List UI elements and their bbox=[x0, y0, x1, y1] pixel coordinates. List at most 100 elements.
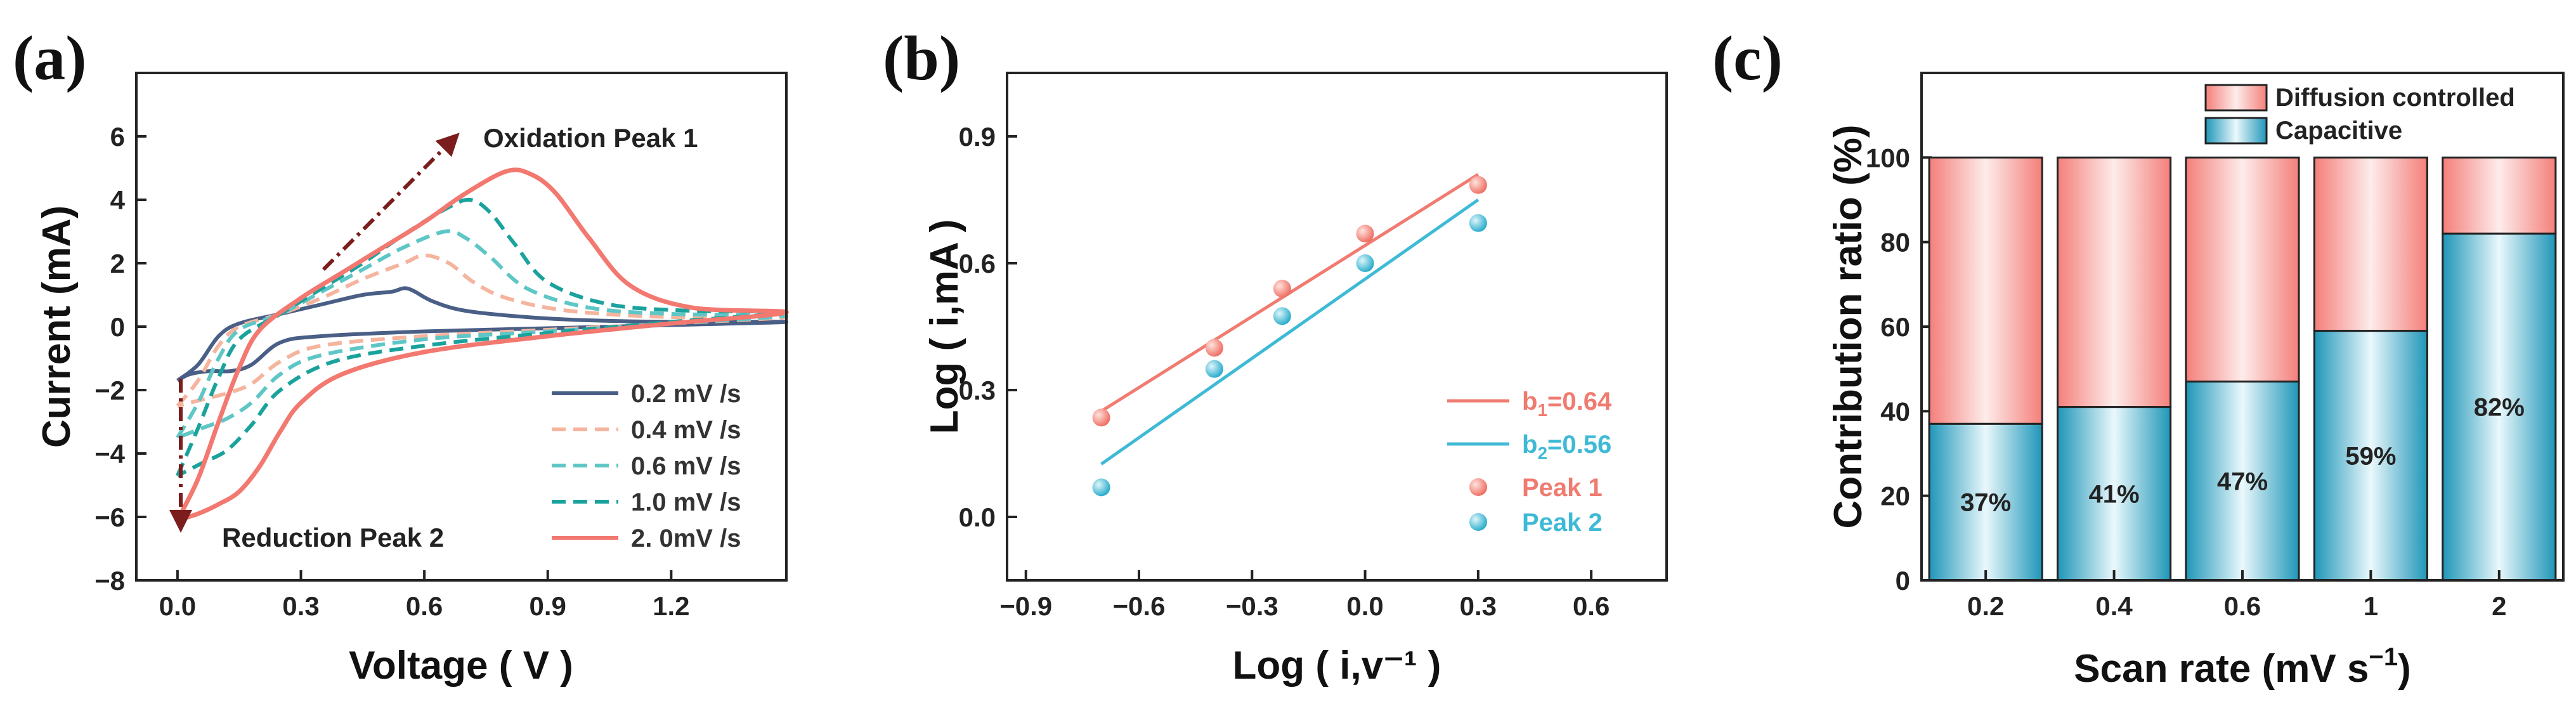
panel-a-xlabel: Voltage ( V ) bbox=[349, 644, 573, 688]
panel-b-y-tick-label: 0.6 bbox=[959, 249, 996, 278]
panel-c-legend: Diffusion controlled Capacitive bbox=[2204, 84, 2515, 145]
panel-b: (b) −0.9 −0.6 −0.3 0.0 0.3 0.6 0.0 0.3 0.6 0.9 Lo… bbox=[883, 23, 1668, 688]
legend-label-cv-4: 1.0 mV /s bbox=[631, 488, 741, 516]
panel-c-y-tick-label: 60 bbox=[1880, 312, 1910, 342]
panel-a-y-tick-label: −6 bbox=[94, 502, 125, 532]
legend-fit-label-1: b1=0.64 bbox=[1522, 388, 1612, 420]
panel-b-frame bbox=[1006, 72, 1668, 582]
peak-2-point bbox=[1092, 478, 1110, 497]
legend-swatch-capacitive bbox=[2204, 117, 2268, 145]
legend-label-cv-3: 0.6 mV /s bbox=[631, 452, 741, 480]
bar-diffusion bbox=[1928, 156, 2043, 425]
bar-value-label: 47% bbox=[2217, 467, 2268, 495]
peak-1-point bbox=[1356, 225, 1374, 243]
panel-b-y-tick-label: 0.9 bbox=[959, 122, 996, 152]
legend-fit-label-2: b2=0.56 bbox=[1522, 431, 1611, 463]
peak-2-point bbox=[1273, 307, 1291, 325]
legend-fit-label-rest: =0.56 bbox=[1547, 431, 1611, 459]
legend-label-cv-2: 0.4 mV /s bbox=[631, 416, 741, 444]
bar-value-label: 82% bbox=[2474, 394, 2525, 422]
legend-fit-label-rest: =0.64 bbox=[1547, 388, 1612, 415]
bar-diffusion bbox=[2185, 156, 2300, 383]
panel-c-ylabel: Contribution ratio (%) bbox=[1826, 124, 1870, 528]
legend-swatch-diffusion bbox=[2204, 84, 2268, 112]
reduction-peak-label: Reduction Peak 2 bbox=[222, 523, 444, 552]
peak-1-point bbox=[1092, 408, 1110, 427]
peak-1-point bbox=[1273, 280, 1291, 297]
legend-label-capacitive: Capacitive bbox=[2275, 117, 2402, 145]
panel-a-label: (a) bbox=[13, 23, 87, 93]
panel-a-ylabel: Current (mA) bbox=[35, 205, 79, 448]
legend-fit-label-sub: 1 bbox=[1537, 400, 1547, 420]
panel-b-x-tick-label: −0.9 bbox=[999, 591, 1052, 621]
legend-marker-peak-1 bbox=[1469, 478, 1487, 496]
legend-marker-peak-2 bbox=[1469, 513, 1487, 531]
panel-a-legend: 0.2 mV /s 0.4 mV /s 0.6 mV /s 1.0 mV /s 2. 0… bbox=[552, 380, 741, 552]
panel-a-x-tick-label: 0.0 bbox=[159, 591, 196, 621]
panel-b-xlabel: Log ( i,v⁻¹ ) bbox=[1233, 644, 1441, 688]
panel-a-y-tick-label: −8 bbox=[94, 566, 125, 596]
oxidation-peak-label: Oxidation Peak 1 bbox=[483, 123, 698, 153]
panel-c-x-tick-label: 1 bbox=[2364, 591, 2378, 621]
panel-a: (a) 0.0 0.3 0.6 0.9 1.2 −8 −6 −4 −2 0 2 4 6 Voltage … bbox=[13, 23, 789, 688]
cv-curve-3 bbox=[176, 229, 788, 440]
panel-a-plot-area: 0.0 0.3 0.6 0.9 1.2 −8 −6 −4 −2 0 2 4 6 bbox=[94, 122, 789, 621]
peak-1-point bbox=[1205, 339, 1223, 357]
panel-c-y-tick-label: 100 bbox=[1866, 143, 1910, 173]
legend-label-cv-1: 0.2 mV /s bbox=[631, 380, 741, 408]
legend-fit-label-sub: 2 bbox=[1537, 443, 1547, 463]
peak-1-point bbox=[1469, 176, 1487, 194]
panel-a-y-tick-label: 4 bbox=[110, 185, 126, 215]
panel-a-y-tick-label: 0 bbox=[110, 312, 125, 342]
panel-c-y-tick-label: 40 bbox=[1880, 396, 1910, 426]
legend-label-peak-2: Peak 2 bbox=[1522, 509, 1603, 537]
panel-b-plot-area: −0.9 −0.6 −0.3 0.0 0.3 0.6 0.0 0.3 0.6 0.9 bbox=[959, 122, 1610, 621]
bar-capacitive bbox=[2057, 406, 2172, 582]
bar-value-label: 41% bbox=[2089, 480, 2140, 508]
bar-capacitive bbox=[2442, 232, 2557, 582]
panel-c-label: (c) bbox=[1712, 23, 1783, 93]
legend-fit-label-main: b bbox=[1522, 431, 1537, 459]
panel-b-y-tick-label: 0.3 bbox=[959, 375, 996, 405]
cv-curve-5 bbox=[175, 167, 789, 523]
panel-b-x-tick-label: −0.3 bbox=[1226, 591, 1278, 621]
bar-value-label: 37% bbox=[1960, 489, 2011, 517]
panel-b-y-tick-label: 0.0 bbox=[959, 502, 996, 532]
panel-c-x-tick-label: 0.6 bbox=[2224, 591, 2261, 621]
bar-capacitive bbox=[1928, 422, 2043, 582]
panel-b-ylabel: Log ( i,mA ) bbox=[923, 219, 966, 434]
bar-diffusion bbox=[2057, 156, 2172, 408]
bar-diffusion bbox=[2442, 156, 2557, 235]
panel-a-y-tick-label: 6 bbox=[110, 122, 125, 152]
peak-2-point bbox=[1356, 254, 1374, 272]
panel-c-xlabel-main: Scan rate (mV s bbox=[2074, 647, 2369, 691]
oxidation-arrow bbox=[322, 133, 460, 271]
peak-2-point bbox=[1469, 214, 1487, 232]
panel-b-x-tick-label: −0.6 bbox=[1113, 591, 1166, 621]
panel-b-label: (b) bbox=[883, 23, 960, 93]
panel-a-x-tick-label: 0.3 bbox=[282, 591, 319, 621]
peak-2-point bbox=[1205, 360, 1223, 378]
bar-value-label: 59% bbox=[2345, 442, 2396, 470]
panel-a-x-tick-label: 0.9 bbox=[530, 591, 566, 621]
panel-c-y-tick-label: 80 bbox=[1880, 228, 1910, 258]
panel-c-y-tick-label: 0 bbox=[1896, 566, 1910, 596]
panel-b-x-tick-label: 0.6 bbox=[1573, 591, 1610, 621]
panel-c-frame bbox=[1920, 72, 2565, 582]
panel-c: (c) 0 20 40 60 80 100 37% 0.2 41% 0.4 47% 0.6 59% 1 82… bbox=[1712, 23, 2565, 691]
panel-a-y-tick-label: −4 bbox=[94, 439, 126, 469]
panel-a-x-tick-label: 0.6 bbox=[406, 591, 443, 621]
panel-c-x-tick-label: 0.4 bbox=[2095, 591, 2133, 621]
panel-a-x-tick-label: 1.2 bbox=[653, 591, 689, 621]
panel-c-x-tick-label: 2 bbox=[2492, 591, 2506, 621]
legend-label-diffusion: Diffusion controlled bbox=[2275, 84, 2515, 112]
panel-c-plot-area: 0 20 40 60 80 100 37% 0.2 41% 0.4 47% 0.6 59% 1 82% 2 bbox=[1866, 143, 2557, 621]
legend-fit-label-main: b bbox=[1522, 388, 1537, 415]
panel-c-xlabel-end: ) bbox=[2398, 647, 2411, 691]
panel-c-y-tick-label: 20 bbox=[1880, 481, 1910, 511]
panel-a-y-tick-label: −2 bbox=[94, 375, 125, 405]
panel-c-xlabel-sup: −1 bbox=[2369, 643, 2398, 671]
legend-label-cv-5: 2. 0mV /s bbox=[631, 525, 741, 552]
